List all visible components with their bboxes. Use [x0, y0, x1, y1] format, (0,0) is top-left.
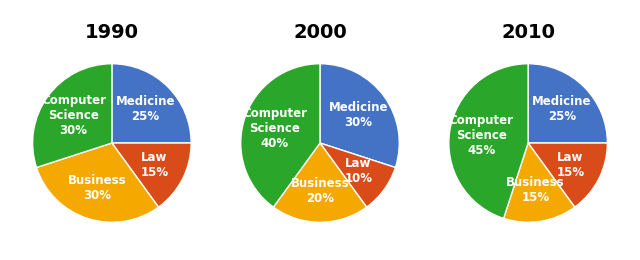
Text: Business
15%: Business 15% — [506, 176, 565, 204]
Text: Business
20%: Business 20% — [291, 177, 349, 205]
Wedge shape — [528, 64, 607, 143]
Text: Medicine
30%: Medicine 30% — [329, 101, 388, 129]
Text: Medicine
25%: Medicine 25% — [532, 95, 591, 123]
Wedge shape — [504, 143, 575, 222]
Wedge shape — [449, 64, 528, 218]
Wedge shape — [241, 64, 320, 207]
Text: Computer
Science
30%: Computer Science 30% — [41, 94, 106, 136]
Text: Business
30%: Business 30% — [68, 174, 127, 202]
Text: Law
10%: Law 10% — [344, 157, 372, 185]
Wedge shape — [320, 143, 396, 207]
Wedge shape — [112, 64, 191, 143]
Title: 1990: 1990 — [85, 23, 139, 42]
Text: Medicine
25%: Medicine 25% — [116, 95, 175, 123]
Text: Law
15%: Law 15% — [140, 151, 168, 179]
Wedge shape — [273, 143, 367, 222]
Wedge shape — [112, 143, 191, 207]
Title: 2000: 2000 — [293, 23, 347, 42]
Wedge shape — [36, 143, 159, 222]
Title: 2010: 2010 — [501, 23, 555, 42]
Text: Computer
Science
45%: Computer Science 45% — [449, 114, 514, 157]
Wedge shape — [528, 143, 607, 207]
Text: Computer
Science
40%: Computer Science 40% — [243, 107, 307, 150]
Wedge shape — [33, 64, 112, 167]
Text: Law
15%: Law 15% — [556, 151, 584, 179]
Wedge shape — [320, 64, 399, 167]
